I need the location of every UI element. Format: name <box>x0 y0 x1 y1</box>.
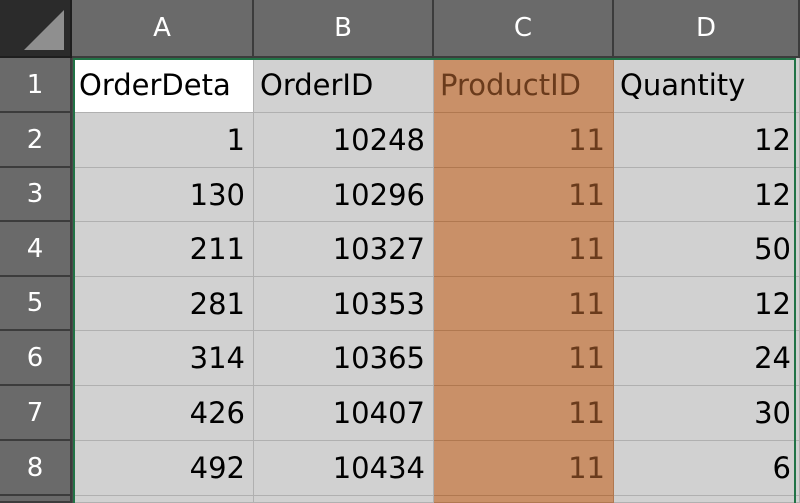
row-header-3[interactable]: 3 <box>0 168 72 222</box>
column-header-c[interactable]: C <box>434 0 614 58</box>
cell-d7[interactable]: 30 <box>614 386 800 441</box>
cell-b9[interactable] <box>254 496 434 503</box>
cell-d9[interactable] <box>614 496 800 503</box>
row-header-6[interactable]: 6 <box>0 331 72 386</box>
row-header-9[interactable] <box>0 496 72 503</box>
cell-a4[interactable]: 211 <box>73 222 254 277</box>
cell-c7[interactable]: 11 <box>434 386 614 441</box>
row-header-5[interactable]: 5 <box>0 277 72 331</box>
cell-b3[interactable]: 10296 <box>254 168 434 222</box>
column-header-a[interactable]: A <box>72 0 254 58</box>
cell-a3[interactable]: 130 <box>73 168 254 222</box>
column-header-d[interactable]: D <box>614 0 800 58</box>
row-header-4[interactable]: 4 <box>0 222 72 277</box>
cell-d2[interactable]: 12 <box>614 113 800 168</box>
cell-a1[interactable]: OrderDeta <box>73 58 254 113</box>
cell-c8[interactable]: 11 <box>434 441 614 496</box>
row-header-1[interactable]: 1 <box>0 58 72 113</box>
cell-b7[interactable]: 10407 <box>254 386 434 441</box>
cell-b4[interactable]: 10327 <box>254 222 434 277</box>
column-header-b[interactable]: B <box>254 0 434 58</box>
select-all-triangle-icon <box>24 10 64 50</box>
cell-d3[interactable]: 12 <box>614 168 800 222</box>
row-header-8[interactable]: 8 <box>0 441 72 496</box>
cell-c6[interactable]: 11 <box>434 331 614 386</box>
cell-c1[interactable]: ProductID <box>434 58 614 113</box>
cell-a5[interactable]: 281 <box>73 277 254 331</box>
cell-a7[interactable]: 426 <box>73 386 254 441</box>
cell-d4[interactable]: 50 <box>614 222 800 277</box>
cell-d6[interactable]: 24 <box>614 331 800 386</box>
cell-d1[interactable]: Quantity <box>614 58 800 113</box>
row-header-2[interactable]: 2 <box>0 113 72 168</box>
cell-a8[interactable]: 492 <box>73 441 254 496</box>
cell-c9[interactable] <box>434 496 614 503</box>
cell-c3[interactable]: 11 <box>434 168 614 222</box>
cell-d8[interactable]: 6 <box>614 441 800 496</box>
cell-b6[interactable]: 10365 <box>254 331 434 386</box>
row-header-7[interactable]: 7 <box>0 386 72 441</box>
cell-a6[interactable]: 314 <box>73 331 254 386</box>
cell-c2[interactable]: 11 <box>434 113 614 168</box>
cell-c5[interactable]: 11 <box>434 277 614 331</box>
cell-c4[interactable]: 11 <box>434 222 614 277</box>
select-all-button[interactable] <box>0 0 72 58</box>
cell-b2[interactable]: 10248 <box>254 113 434 168</box>
cell-b5[interactable]: 10353 <box>254 277 434 331</box>
cell-d5[interactable]: 12 <box>614 277 800 331</box>
cell-a9[interactable] <box>73 496 254 503</box>
cell-b1[interactable]: OrderID <box>254 58 434 113</box>
cell-a2[interactable]: 1 <box>73 113 254 168</box>
cell-b8[interactable]: 10434 <box>254 441 434 496</box>
